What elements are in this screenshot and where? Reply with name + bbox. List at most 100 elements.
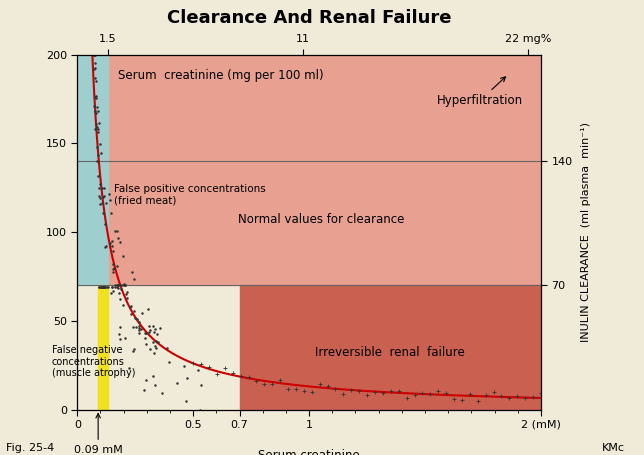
Point	[171, 379, 182, 386]
Point	[117, 282, 128, 289]
Point	[108, 288, 118, 295]
Point	[417, 389, 428, 396]
Point	[433, 387, 443, 394]
Text: Normal values for clearance: Normal values for clearance	[238, 213, 404, 226]
Point	[100, 283, 110, 291]
Point	[132, 316, 142, 323]
Point	[142, 306, 153, 313]
Point	[140, 334, 150, 341]
Point	[291, 385, 301, 393]
Point	[99, 220, 109, 228]
Point	[126, 310, 136, 318]
Point	[148, 373, 158, 380]
Point	[97, 193, 108, 201]
Point	[354, 387, 365, 394]
Point	[131, 324, 141, 331]
Point	[275, 377, 285, 384]
Point	[97, 283, 108, 291]
Point	[92, 104, 102, 111]
Point	[441, 389, 451, 397]
Point	[106, 238, 117, 245]
Point	[120, 282, 131, 289]
Point	[116, 285, 126, 293]
Point	[370, 389, 380, 396]
Point	[449, 395, 459, 403]
Point	[520, 394, 530, 402]
Point	[243, 374, 254, 381]
Text: Irreversible  renal  failure: Irreversible renal failure	[316, 346, 465, 359]
Point	[362, 391, 372, 398]
Point	[410, 391, 420, 399]
Point	[90, 64, 100, 71]
Point	[113, 234, 124, 242]
Point	[129, 308, 139, 315]
Point	[118, 280, 129, 288]
Point	[106, 289, 117, 296]
Point	[497, 393, 507, 400]
Point	[88, 51, 99, 58]
Point	[91, 78, 101, 85]
Point	[152, 330, 162, 338]
Point	[90, 107, 100, 115]
Point	[457, 396, 467, 404]
Point	[93, 152, 103, 159]
Point	[307, 388, 317, 395]
Point	[134, 329, 144, 336]
Point	[97, 283, 107, 291]
Point	[151, 337, 162, 344]
Point	[98, 283, 108, 291]
Point	[113, 282, 123, 289]
Point	[108, 261, 118, 268]
Point	[100, 243, 110, 251]
Point	[147, 339, 158, 346]
Point	[149, 349, 159, 356]
Point	[179, 362, 189, 369]
Point	[283, 386, 293, 393]
Point	[100, 283, 111, 291]
Point	[93, 172, 103, 180]
Point	[89, 102, 99, 110]
Point	[138, 387, 149, 394]
Point	[130, 314, 140, 322]
Point	[346, 386, 356, 394]
Point	[182, 374, 192, 382]
Point	[150, 342, 160, 349]
Point	[92, 143, 102, 150]
Title: Clearance And Renal Failure: Clearance And Renal Failure	[167, 9, 451, 27]
Text: Serum creatinine: Serum creatinine	[258, 449, 360, 455]
Point	[512, 392, 522, 399]
Point	[124, 364, 134, 372]
Point	[155, 324, 165, 331]
Point	[95, 140, 106, 147]
Point	[106, 209, 116, 217]
Point	[115, 295, 126, 303]
Point	[94, 283, 104, 291]
Point	[162, 344, 172, 351]
Point	[196, 360, 206, 368]
Point	[113, 284, 123, 292]
Point	[164, 359, 175, 366]
Point	[196, 381, 206, 389]
Point	[110, 283, 120, 291]
Point	[119, 282, 129, 289]
Point	[378, 389, 388, 397]
Point	[140, 330, 151, 337]
Point	[99, 184, 109, 192]
Point	[121, 291, 131, 298]
Point	[104, 240, 115, 247]
Point	[393, 388, 404, 395]
Text: KMc: KMc	[601, 443, 625, 453]
Point	[120, 282, 130, 289]
Point	[108, 265, 118, 272]
Point	[146, 326, 156, 334]
Point	[93, 126, 104, 133]
Point	[90, 59, 100, 66]
Point	[330, 385, 341, 393]
Point	[267, 380, 278, 387]
Point	[181, 397, 191, 404]
Point	[128, 324, 138, 331]
Point	[106, 283, 117, 291]
Point	[96, 283, 106, 291]
Point	[129, 345, 139, 352]
Point	[141, 376, 151, 384]
